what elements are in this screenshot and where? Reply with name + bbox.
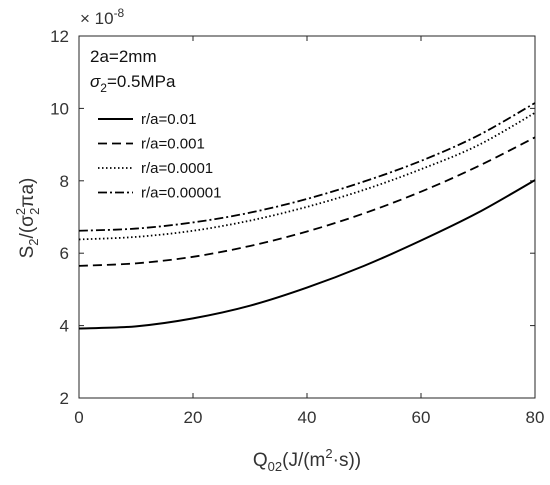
legend: r/a=0.01 r/a=0.001 r/a=0.0001 r/a=0.00001: [98, 111, 222, 202]
legend-label-4: r/a=0.00001: [141, 185, 222, 202]
y-exponent-power: -8: [114, 6, 125, 20]
series-line-3: [78, 111, 536, 241]
x-tick-label: 40: [298, 408, 317, 427]
legend-label-2: r/a=0.001: [141, 136, 205, 153]
annotation-stress: σ2=0.5MPa: [90, 72, 176, 95]
series-line-2: [78, 136, 536, 267]
y-tick-label: 10: [50, 99, 69, 118]
x-tick-label: 80: [526, 408, 545, 427]
y-tick-label: 12: [50, 27, 69, 46]
annotation-size: 2a=2mm: [90, 47, 157, 66]
x-tick-label: 0: [74, 408, 83, 427]
y-tick-label: 4: [60, 317, 69, 336]
y-axis-title: S2/(σ22πa): [13, 178, 42, 259]
series-line-1: [78, 179, 536, 330]
legend-label-3: r/a=0.0001: [141, 160, 213, 177]
y-tick-label: 2: [60, 389, 69, 408]
y-tick-label: 6: [60, 244, 69, 263]
y-tick-label: 8: [60, 172, 69, 191]
plot-area: 0 20 40 60 80 2 4 6 8 10 12: [50, 27, 544, 427]
legend-label-1: r/a=0.01: [141, 111, 196, 128]
y-exponent-label: × 10-8: [80, 6, 125, 28]
x-tick-label: 20: [184, 408, 203, 427]
x-axis-title: Q02(J/(m2·s)): [253, 446, 361, 474]
series-line-4: [78, 102, 536, 232]
x-tick-label: 60: [412, 408, 431, 427]
